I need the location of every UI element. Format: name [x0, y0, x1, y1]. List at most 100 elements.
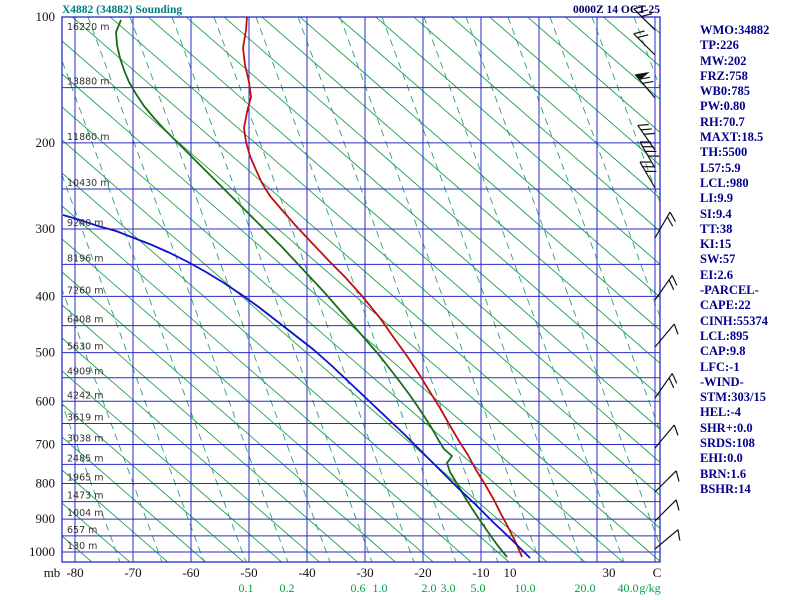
wind-barb: [633, 8, 656, 31]
panel-line: LCL:980: [700, 175, 749, 190]
height-label: 16220 m: [67, 22, 110, 33]
mixing-ratio-line: [62, 173, 205, 562]
panel-line: KI:15: [700, 237, 732, 252]
height-label: 5630 m: [67, 342, 103, 353]
wind-barb: [639, 161, 656, 189]
panel-line: MW:202: [700, 53, 747, 68]
panel-line: CAP:9.8: [700, 344, 746, 359]
temp-tick-label: -20: [414, 565, 431, 580]
height-label: 657 m: [67, 525, 97, 536]
panel-line: FRZ:758: [700, 68, 748, 83]
panel-line: SHR+:0.0: [700, 420, 753, 435]
pressure-tick-label: 200: [36, 135, 56, 150]
mixing-ratio-line: [549, 17, 660, 319]
indices-panel: WMO:34882 TP:226 MW:202 FRZ:758 WB0:785 PW:0.…: [700, 23, 769, 497]
wind-barb-tick: [642, 80, 654, 84]
wind-barb-tick: [669, 211, 676, 222]
temperature-trace: [242, 17, 523, 558]
dry-adiabat-line: [413, 17, 660, 232]
height-label: 1965 m: [67, 472, 103, 483]
dry-adiabat-line: [109, 17, 660, 496]
wind-barb-tick: [673, 323, 679, 335]
mixing-ratio-line: [339, 17, 541, 562]
dry-adiabat-line: [223, 17, 660, 397]
pressure-axis-unit-label: mb: [44, 565, 61, 580]
mixing-tick-label: 0.6: [351, 581, 366, 595]
mixing-tick-label: 10.0: [515, 581, 536, 595]
pressure-tick-label: 700: [36, 436, 56, 451]
height-label: 1004 m: [67, 508, 103, 519]
wind-barb: [654, 499, 677, 522]
pressure-tick-label: 900: [36, 511, 56, 526]
panel-line: RH:70.7: [700, 114, 745, 129]
panel-line: WB0:785: [700, 84, 750, 99]
dry-adiabat-line: [488, 17, 660, 166]
wind-barb: [654, 323, 675, 348]
mixing-tick-label: 1.0: [373, 581, 388, 595]
wind-barb-tick: [666, 216, 674, 227]
wind-barb-tick: [675, 499, 680, 511]
wind-barb-tick: [643, 132, 655, 135]
panel-line: L57:5.9: [700, 160, 741, 175]
wind-barb-tick: [671, 275, 678, 286]
wind-barb-tick: [633, 30, 645, 35]
mixing-tick-label: 20.0: [575, 581, 596, 595]
height-label: 1473 m: [67, 491, 103, 502]
dry-adiabat-line: [62, 469, 169, 562]
dry-adiabat-line: [185, 17, 660, 430]
height-label: 6408 m: [67, 315, 103, 326]
panel-line: SRDS:108: [700, 436, 755, 451]
mixing-ratio-line: [62, 402, 121, 562]
wind-barb-flag: [634, 72, 650, 81]
dry-adiabat-line: [337, 17, 660, 298]
dry-adiabat-line: [62, 337, 321, 562]
temp-tick-label: -50: [240, 565, 257, 580]
temp-tick-label: -10: [472, 565, 489, 580]
height-label: 2485 m: [67, 453, 103, 464]
wind-barb-tick: [633, 5, 645, 10]
mixing-ratio-line: [62, 288, 163, 562]
panel-line: CAPE:22: [700, 298, 751, 313]
pressure-tick-label: 400: [36, 288, 56, 303]
mixing-axis-unit-label: g/kg: [639, 581, 660, 595]
sounding-datetime: 0000Z 14 OCT 25: [572, 4, 660, 16]
panel-line: BRN:1.6: [700, 466, 747, 481]
page-title: X4882 (34882) Sounding: [62, 4, 183, 16]
wind-barb-tick: [673, 424, 679, 436]
mixing-ratio-line: [171, 17, 373, 562]
height-label: 3619 m: [67, 412, 103, 423]
wind-barb-tick: [637, 34, 649, 39]
dry-adiabat-line: [62, 271, 397, 562]
panel-line: MAXT:18.5: [700, 130, 764, 145]
panel-line: SI:9.4: [700, 206, 732, 221]
wind-barb-tick: [668, 279, 675, 291]
height-label: 8196 m: [67, 253, 103, 264]
height-label: 13880 m: [67, 77, 110, 88]
dry-adiabat-line: [62, 106, 586, 562]
panel-line: CINH:55374: [700, 313, 769, 328]
height-label: 4909 m: [67, 367, 103, 378]
mixing-ratio-line: [507, 17, 660, 433]
wind-barb: [654, 211, 671, 239]
panel-line: TH:5500: [700, 145, 748, 160]
panel-line: PW:0.80: [700, 99, 746, 114]
wind-barb-tick: [671, 373, 678, 384]
wind-barb-tick: [637, 123, 649, 127]
height-label: 3038 m: [67, 433, 103, 444]
mixing-ratio-line: [87, 17, 289, 562]
mixing-ratio-line: [62, 59, 247, 562]
wind-barb-tick: [668, 377, 675, 389]
wind-barb: [654, 529, 679, 550]
temp-axis-unit-label: C: [653, 565, 662, 580]
wind-barb: [639, 141, 656, 169]
wind-barb-tick: [640, 128, 652, 131]
plot-border: [61, 16, 661, 563]
height-label: 9240 m: [67, 218, 103, 229]
temp-tick-label: -40: [298, 565, 315, 580]
dry-adiabat-line: [62, 436, 207, 562]
mixing-tick-label: 0.2: [280, 581, 295, 595]
height-label: 130 m: [67, 541, 97, 552]
wind-barb-tick: [641, 13, 653, 18]
panel-line: SW:57: [700, 252, 736, 267]
